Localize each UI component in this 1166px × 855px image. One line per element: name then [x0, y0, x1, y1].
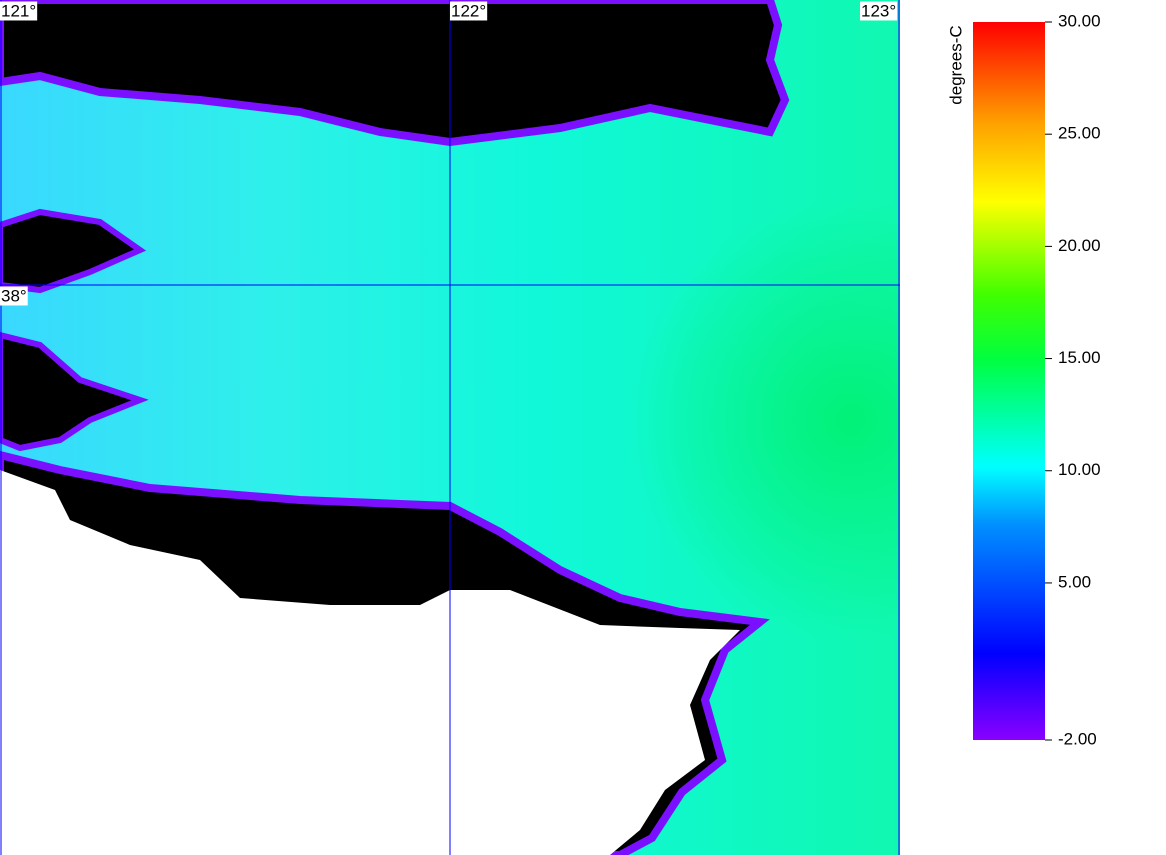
label-background	[450, 1, 488, 21]
colorbar-tick-label: 25.00	[1058, 124, 1101, 143]
latitude-label: 38°	[1, 286, 27, 305]
land-north	[0, 0, 790, 147]
label-background	[860, 1, 898, 21]
longitude-label: 121°	[1, 1, 36, 20]
longitude-label: 122°	[451, 1, 486, 20]
land-south	[0, 470, 740, 855]
colorbar-tick-label: 5.00	[1058, 572, 1091, 591]
colorbar-tick-label: 20.00	[1058, 236, 1101, 255]
colorbar-tick-label: -2.00	[1058, 729, 1097, 748]
graticule-labels: 121° 122° 123° 38°	[0, 1, 898, 306]
colorbar	[973, 22, 1045, 740]
colorbar-ticks: 30.00 25.00 20.00 15.00 10.00 5.00 -2.00	[1045, 11, 1101, 748]
label-background	[0, 1, 38, 21]
colorbar-tick-label: 15.00	[1058, 348, 1101, 367]
label-background	[0, 286, 28, 306]
graticule	[0, 0, 900, 855]
colorbar-tick-label: 30.00	[1058, 11, 1101, 30]
land-west	[0, 208, 147, 294]
colorbar-title: degrees-C	[946, 25, 965, 104]
land-west-2	[0, 331, 149, 452]
longitude-label: 123°	[861, 1, 896, 20]
colorbar-tick-label: 10.00	[1058, 460, 1101, 479]
